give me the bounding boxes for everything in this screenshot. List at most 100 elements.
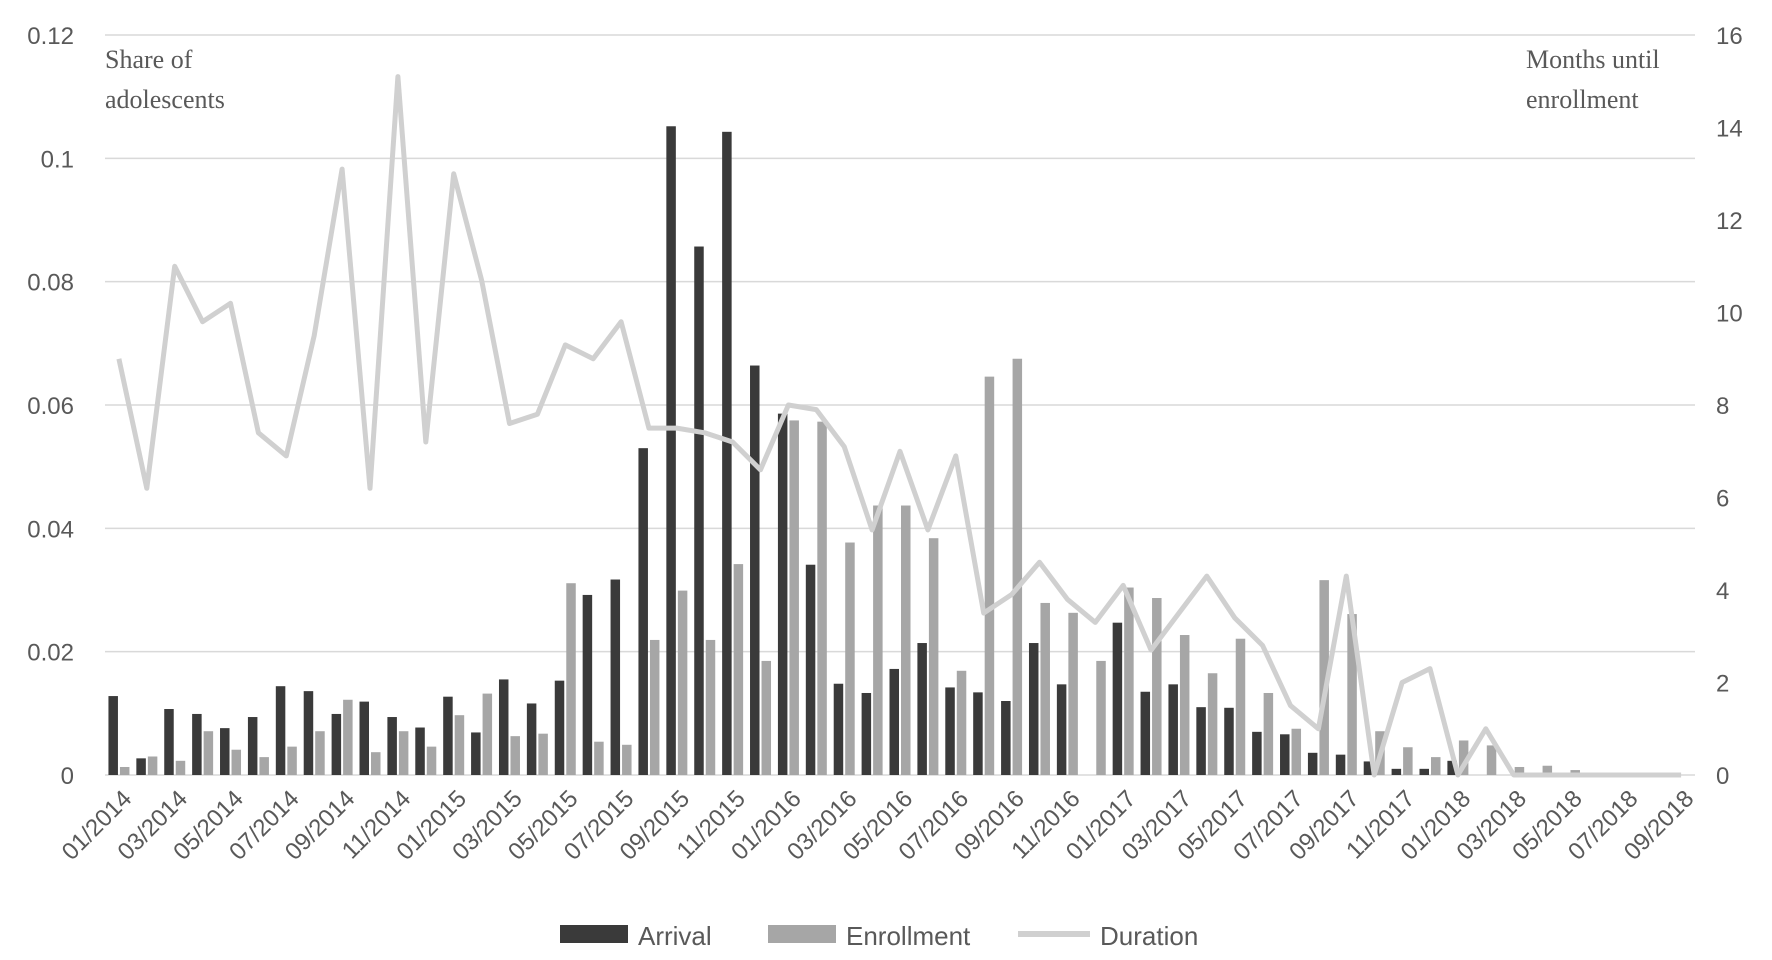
legend-swatch-enrollment	[768, 925, 836, 943]
bar-enrollment	[789, 420, 799, 775]
bar-arrival	[303, 691, 314, 775]
line-duration	[116, 74, 1682, 778]
bar-enrollment	[984, 376, 995, 775]
right-tick-label: 8	[1716, 393, 1729, 420]
bar-enrollment	[1207, 673, 1218, 775]
bar-enrollment	[649, 639, 660, 775]
bar-enrollment	[315, 731, 325, 775]
bar-arrival	[192, 713, 202, 775]
bar-arrival	[1196, 707, 1206, 775]
gridlines	[105, 34, 1695, 776]
bar-arrival	[610, 579, 621, 775]
bar-enrollment	[705, 639, 716, 775]
bar-enrollment	[901, 505, 911, 775]
bar-arrival	[331, 713, 342, 775]
left-tick-label: 0.12	[27, 23, 74, 50]
bar-arrival	[443, 696, 453, 775]
left-axis-ticks: 0 0.02 0.04 0.06 0.08 0.1 0.12	[27, 23, 74, 790]
bar-enrollment	[1514, 766, 1525, 775]
bar-enrollment	[203, 731, 214, 775]
bar-enrollment	[147, 756, 158, 775]
bar-enrollment	[175, 760, 186, 775]
bar-enrollment	[398, 731, 409, 775]
bar-enrollment	[1235, 638, 1246, 775]
bar-arrival	[750, 365, 760, 775]
bar-enrollment	[1263, 692, 1274, 775]
bar-arrival	[136, 758, 146, 775]
bar-enrollment	[231, 749, 242, 775]
bar-enrollment	[817, 421, 827, 775]
bar-arrival	[164, 709, 174, 775]
bar-arrival	[666, 126, 676, 776]
bar-enrollment	[1040, 602, 1050, 775]
bar-enrollment	[1403, 747, 1413, 775]
bar-arrival	[1363, 761, 1374, 775]
bar-enrollment	[1319, 580, 1329, 775]
left-tick-label: 0.06	[27, 393, 74, 420]
bar-enrollment	[566, 583, 576, 775]
left-tick-label: 0.02	[27, 640, 74, 667]
bar-arrival	[1168, 684, 1178, 775]
legend-label-enrollment: Enrollment	[846, 921, 971, 951]
right-tick-label: 10	[1716, 301, 1743, 328]
right-tick-label: 0	[1716, 763, 1729, 790]
left-tick-label: 0	[61, 763, 74, 790]
right-tick-label: 14	[1716, 116, 1743, 143]
left-tick-label: 0.1	[41, 146, 74, 173]
bar-arrival	[387, 717, 397, 775]
bar-arrival	[1307, 752, 1318, 775]
duration-line-layer	[116, 74, 1682, 778]
bar-arrival	[1391, 768, 1402, 775]
bar-enrollment	[873, 505, 883, 775]
bar-enrollment	[119, 766, 130, 775]
bar-enrollment	[1012, 358, 1023, 775]
bar-enrollment	[259, 757, 269, 775]
right-tick-label: 12	[1716, 208, 1743, 235]
bar-enrollment	[510, 736, 520, 775]
legend-label-duration: Duration	[1100, 921, 1198, 951]
bar-arrival	[554, 680, 565, 775]
bar-arrival	[973, 692, 983, 775]
bar-enrollment	[594, 741, 604, 775]
bar-enrollment	[454, 715, 465, 775]
bar-arrival	[1447, 760, 1457, 775]
bar-enrollment	[761, 660, 772, 775]
left-axis-title-line1: Share of	[105, 45, 193, 74]
bar-arrival	[694, 246, 704, 775]
right-tick-label: 6	[1716, 486, 1729, 513]
bar-arrival	[247, 717, 258, 775]
bar-arrival	[1056, 684, 1067, 775]
bar-enrollment	[1542, 765, 1553, 775]
legend-label-arrival: Arrival	[638, 921, 712, 951]
right-tick-label: 2	[1716, 671, 1729, 698]
legend-swatch-arrival	[560, 925, 628, 943]
bar-arrival	[917, 643, 927, 775]
bar-enrollment	[287, 746, 297, 775]
bar-arrival	[1252, 731, 1262, 775]
bar-arrival	[1140, 691, 1151, 775]
bar-arrival	[498, 679, 509, 775]
bar-arrival	[945, 687, 955, 775]
right-tick-label: 16	[1716, 23, 1743, 50]
bar-arrival	[220, 728, 230, 775]
bar-arrival	[359, 701, 369, 775]
bar-enrollment	[1124, 587, 1134, 775]
bar-arrival	[722, 131, 732, 776]
bar-enrollment	[371, 752, 381, 775]
bar-arrival	[1280, 734, 1290, 775]
legend: Arrival Enrollment Duration	[560, 921, 1198, 951]
bar-enrollment	[1347, 614, 1357, 775]
bar-arrival	[415, 727, 425, 775]
bar-enrollment	[677, 590, 688, 775]
bar-arrival	[1001, 701, 1011, 775]
bar-enrollment	[482, 693, 493, 775]
bar-arrival	[889, 668, 899, 775]
bar-enrollment	[1291, 728, 1302, 775]
bar-enrollment	[1179, 635, 1190, 775]
bar-enrollment	[1152, 598, 1162, 775]
bar-enrollment	[343, 699, 353, 775]
bar-arrival	[471, 732, 481, 775]
bar-enrollment	[1431, 757, 1441, 775]
bar-enrollment	[956, 670, 967, 775]
